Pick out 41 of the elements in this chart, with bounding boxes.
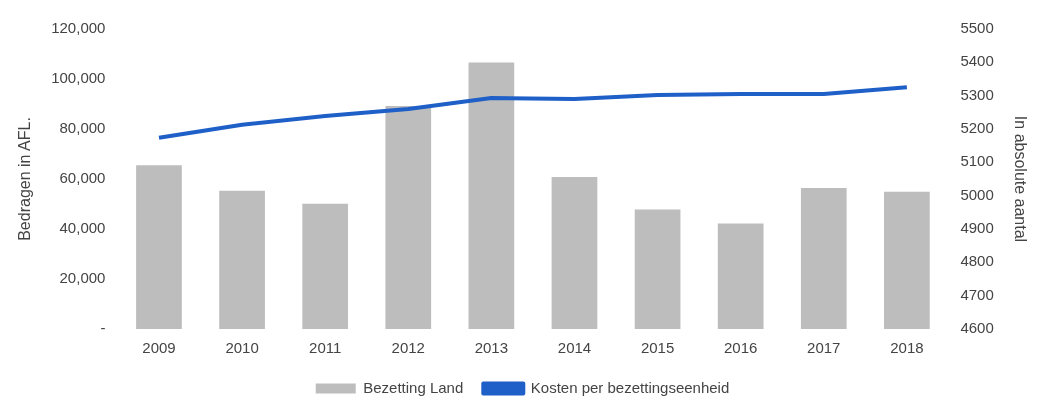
- bar: [717, 223, 764, 329]
- y2-tick-label: 5200: [960, 119, 994, 137]
- x-tick-label: 2011: [309, 339, 342, 357]
- x-tick-label: 2012: [391, 339, 425, 357]
- y2-axis-title: In absolute aantal: [1011, 115, 1029, 243]
- bar: [385, 106, 432, 329]
- x-tick-label: 2013: [474, 339, 509, 357]
- y2-tick-label: 5500: [960, 19, 994, 37]
- bar: [136, 165, 182, 329]
- y-tick-label: 80,000: [59, 119, 106, 137]
- x-tick-label: 2018: [890, 339, 924, 357]
- bar: [302, 203, 349, 329]
- x-tick-label: 2017: [807, 339, 841, 357]
- y-axis-title: Bedragen in AFL.: [16, 117, 34, 241]
- x-tick-label: 2014: [557, 339, 592, 357]
- y2-tick-label: 5300: [960, 85, 994, 103]
- y-tick-label: 120,000: [51, 19, 106, 37]
- x-tick-label: 2009: [142, 339, 176, 357]
- x-tick-label: 2016: [723, 339, 758, 357]
- y-tick-label: 100,000: [51, 69, 106, 87]
- y2-tick-label: 5000: [960, 185, 994, 203]
- y-tick-label: 60,000: [59, 169, 106, 187]
- bar: [219, 190, 265, 329]
- y2-tick-label: 4900: [960, 219, 994, 237]
- legend-label: Kosten per bezettingseenheid: [530, 378, 730, 396]
- y-tick-label: 20,000: [59, 269, 106, 287]
- bar: [551, 177, 598, 329]
- y-tick-label: -: [100, 319, 106, 337]
- bar: [884, 191, 930, 329]
- bar: [634, 209, 681, 329]
- y2-tick-label: 4800: [960, 252, 994, 270]
- y2-tick-label: 4600: [960, 319, 994, 337]
- y2-tick-label: 5100: [960, 152, 994, 170]
- legend-label: Bezetting Land: [363, 378, 464, 396]
- bar: [468, 62, 515, 329]
- x-tick-label: 2015: [640, 339, 675, 357]
- x-tick-label: 2010: [225, 339, 259, 357]
- bar: [800, 188, 847, 329]
- y-tick-label: 40,000: [59, 219, 106, 237]
- y2-tick-label: 5400: [960, 52, 994, 70]
- y2-tick-label: 4700: [960, 285, 994, 303]
